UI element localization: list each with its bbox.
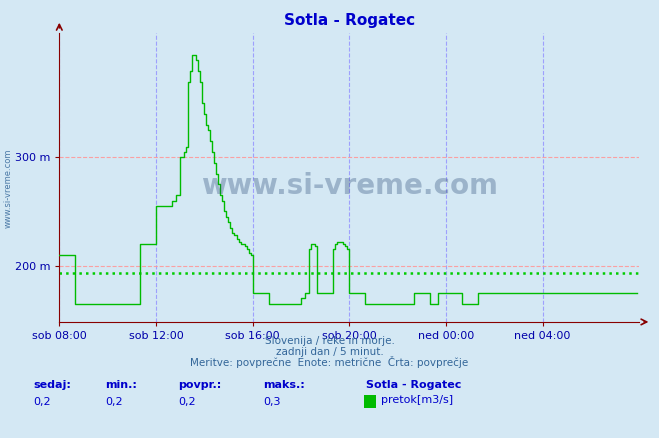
Title: Sotla - Rogatec: Sotla - Rogatec [284, 13, 415, 28]
Text: zadnji dan / 5 minut.: zadnji dan / 5 minut. [275, 347, 384, 357]
Text: 0,2: 0,2 [33, 397, 51, 407]
Text: min.:: min.: [105, 380, 137, 390]
Text: 0,2: 0,2 [178, 397, 196, 407]
Text: Sotla - Rogatec: Sotla - Rogatec [366, 380, 461, 390]
Text: Slovenija / reke in morje.: Slovenija / reke in morje. [264, 336, 395, 346]
Text: 0,3: 0,3 [264, 397, 281, 407]
Text: sedaj:: sedaj: [33, 380, 71, 390]
Text: maks.:: maks.: [264, 380, 305, 390]
Text: www.si-vreme.com: www.si-vreme.com [3, 148, 13, 228]
Text: povpr.:: povpr.: [178, 380, 221, 390]
Text: 0,2: 0,2 [105, 397, 123, 407]
Text: pretok[m3/s]: pretok[m3/s] [381, 395, 453, 405]
Text: www.si-vreme.com: www.si-vreme.com [201, 172, 498, 200]
Text: Meritve: povprečne  Enote: metrične  Črta: povprečje: Meritve: povprečne Enote: metrične Črta:… [190, 356, 469, 368]
